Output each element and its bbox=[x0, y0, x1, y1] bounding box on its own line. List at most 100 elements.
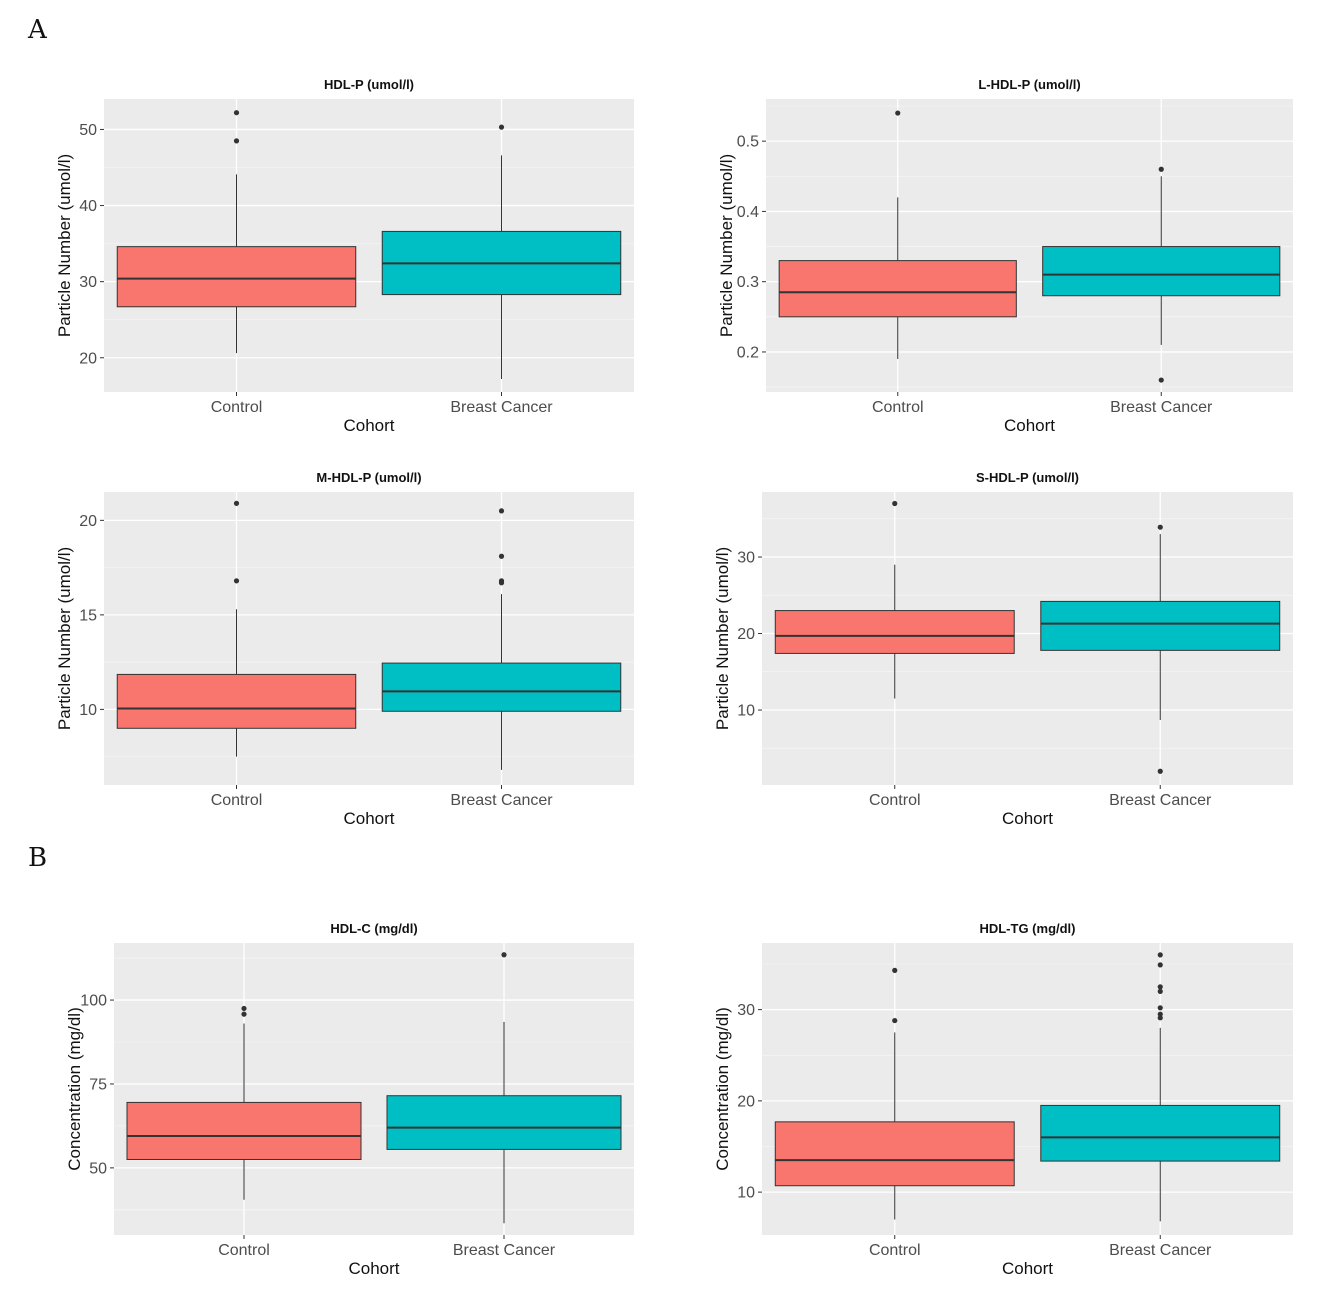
y-tick-label: 75 bbox=[89, 1076, 107, 1093]
outlier-point bbox=[233, 110, 240, 116]
panel-label-b: B bbox=[28, 843, 47, 873]
outlier-point bbox=[233, 138, 240, 144]
x-axis-title: Cohort bbox=[343, 416, 394, 435]
y-tick-label: 10 bbox=[737, 1185, 755, 1202]
y-tick-label: 0.2 bbox=[737, 344, 759, 361]
y-tick-label: 40 bbox=[79, 198, 97, 215]
x-tick-label: Breast Cancer bbox=[1110, 399, 1213, 416]
box-breast-cancer bbox=[1040, 952, 1281, 1222]
chart-title: S-HDL-P (umol/l) bbox=[976, 470, 1079, 485]
outlier-point bbox=[1157, 768, 1163, 774]
outlier-point bbox=[1158, 377, 1164, 383]
y-tick-label: 50 bbox=[79, 122, 97, 139]
outlier-point bbox=[233, 578, 240, 584]
y-tick-label: 30 bbox=[737, 1002, 755, 1019]
chart-4: 10 20 30 Control Breast Cancer S-HDL-P (umol/… bbox=[713, 470, 1293, 828]
box-control bbox=[116, 500, 357, 757]
outlier-point bbox=[1157, 984, 1163, 990]
x-axis-title: Cohort bbox=[348, 1259, 399, 1278]
box-breast-cancer bbox=[381, 124, 622, 380]
outlier-point bbox=[1157, 988, 1163, 994]
box-iqr bbox=[1040, 600, 1281, 651]
y-tick-label: 20 bbox=[79, 350, 97, 367]
chart-title: M-HDL-P (umol/l) bbox=[316, 470, 421, 485]
x-tick-label: Control bbox=[211, 399, 263, 416]
y-axis-title: Concentration (mg/dl) bbox=[65, 1007, 84, 1170]
x-axis-title: Cohort bbox=[1002, 809, 1053, 828]
y-axis-title: Concentration (mg/dl) bbox=[713, 1007, 732, 1170]
outlier-point bbox=[498, 578, 505, 584]
outlier-point bbox=[892, 967, 898, 973]
box-control bbox=[774, 967, 1015, 1220]
box-iqr bbox=[126, 1101, 362, 1160]
chart-title: L-HDL-P (umol/l) bbox=[978, 77, 1080, 92]
x-axis-title: Cohort bbox=[1004, 416, 1055, 435]
y-tick-label: 15 bbox=[79, 607, 97, 624]
outlier-point bbox=[1157, 1005, 1163, 1011]
outlier-point bbox=[1158, 166, 1164, 172]
outlier-point bbox=[241, 1005, 247, 1012]
outlier-point bbox=[1157, 1015, 1163, 1021]
outlier-point bbox=[892, 1017, 898, 1024]
outlier-point bbox=[1157, 962, 1163, 968]
box-iqr bbox=[778, 260, 1017, 318]
box-control bbox=[774, 500, 1015, 699]
x-axis-title: Cohort bbox=[1002, 1259, 1053, 1278]
outlier-point bbox=[892, 500, 898, 507]
box-breast-cancer bbox=[386, 952, 622, 1224]
y-tick-label: 0.4 bbox=[737, 204, 759, 221]
chart-5: 50 75 100 Control Breast Cancer HDL-C (mg/dl)… bbox=[65, 921, 634, 1278]
x-tick-label: Control bbox=[869, 792, 921, 809]
y-tick-label: 20 bbox=[737, 1093, 755, 1110]
y-tick-label: 20 bbox=[79, 513, 97, 530]
outlier-point bbox=[1157, 524, 1163, 530]
chart-2: 0.2 0.3 0.4 0.5 Control Breast Cancer L-HDL-P … bbox=[717, 77, 1293, 435]
x-tick-label: Breast Cancer bbox=[453, 1242, 556, 1259]
outlier-point bbox=[498, 124, 505, 130]
y-tick-label: 10 bbox=[737, 703, 755, 720]
y-tick-label: 50 bbox=[89, 1160, 107, 1177]
x-tick-label: Control bbox=[211, 792, 263, 809]
box-iqr bbox=[1042, 246, 1281, 297]
outlier-point bbox=[498, 508, 505, 514]
x-tick-label: Breast Cancer bbox=[1109, 792, 1212, 809]
x-axis-title: Cohort bbox=[343, 809, 394, 828]
box-iqr bbox=[386, 1095, 622, 1150]
box-iqr bbox=[116, 246, 357, 308]
panel-label-a: A bbox=[27, 15, 48, 45]
plot-panel bbox=[104, 492, 634, 785]
outlier-point bbox=[895, 110, 901, 116]
box-iqr bbox=[1040, 1104, 1281, 1162]
outlier-point bbox=[1157, 952, 1163, 958]
outlier-point bbox=[1157, 1011, 1163, 1017]
y-tick-label: 0.5 bbox=[737, 134, 759, 151]
x-tick-label: Control bbox=[218, 1242, 270, 1259]
plot-panel bbox=[762, 943, 1293, 1235]
outlier-point bbox=[241, 1011, 247, 1017]
box-control bbox=[116, 110, 357, 354]
box-control bbox=[126, 1005, 362, 1200]
y-axis-title: Particle Number (umol/l) bbox=[713, 547, 732, 730]
x-tick-label: Control bbox=[869, 1242, 921, 1259]
x-tick-label: Breast Cancer bbox=[1109, 1242, 1212, 1259]
box-iqr bbox=[774, 610, 1015, 654]
y-tick-label: 30 bbox=[79, 274, 97, 291]
y-tick-label: 30 bbox=[737, 550, 755, 567]
y-tick-label: 10 bbox=[79, 702, 97, 719]
box-breast-cancer bbox=[1040, 524, 1281, 774]
y-axis-title: Particle Number (umol/l) bbox=[55, 154, 74, 337]
chart-3: 10 15 20 Control Breast Cancer M-HDL-P (umol/… bbox=[55, 470, 634, 828]
plot-grid: 20 30 40 50 Control Breast Cancer HDL-P (umol/… bbox=[55, 77, 1293, 1278]
box-breast-cancer bbox=[381, 508, 622, 770]
x-tick-label: Breast Cancer bbox=[450, 792, 553, 809]
outlier-point bbox=[501, 952, 507, 958]
box-control bbox=[778, 110, 1017, 359]
box-iqr bbox=[381, 662, 622, 712]
outlier-point bbox=[498, 553, 505, 559]
chart-title: HDL-TG (mg/dl) bbox=[979, 921, 1075, 936]
chart-title: HDL-C (mg/dl) bbox=[330, 921, 417, 936]
plot-panel bbox=[766, 99, 1293, 392]
x-tick-label: Control bbox=[872, 399, 924, 416]
y-tick-label: 20 bbox=[737, 626, 755, 643]
